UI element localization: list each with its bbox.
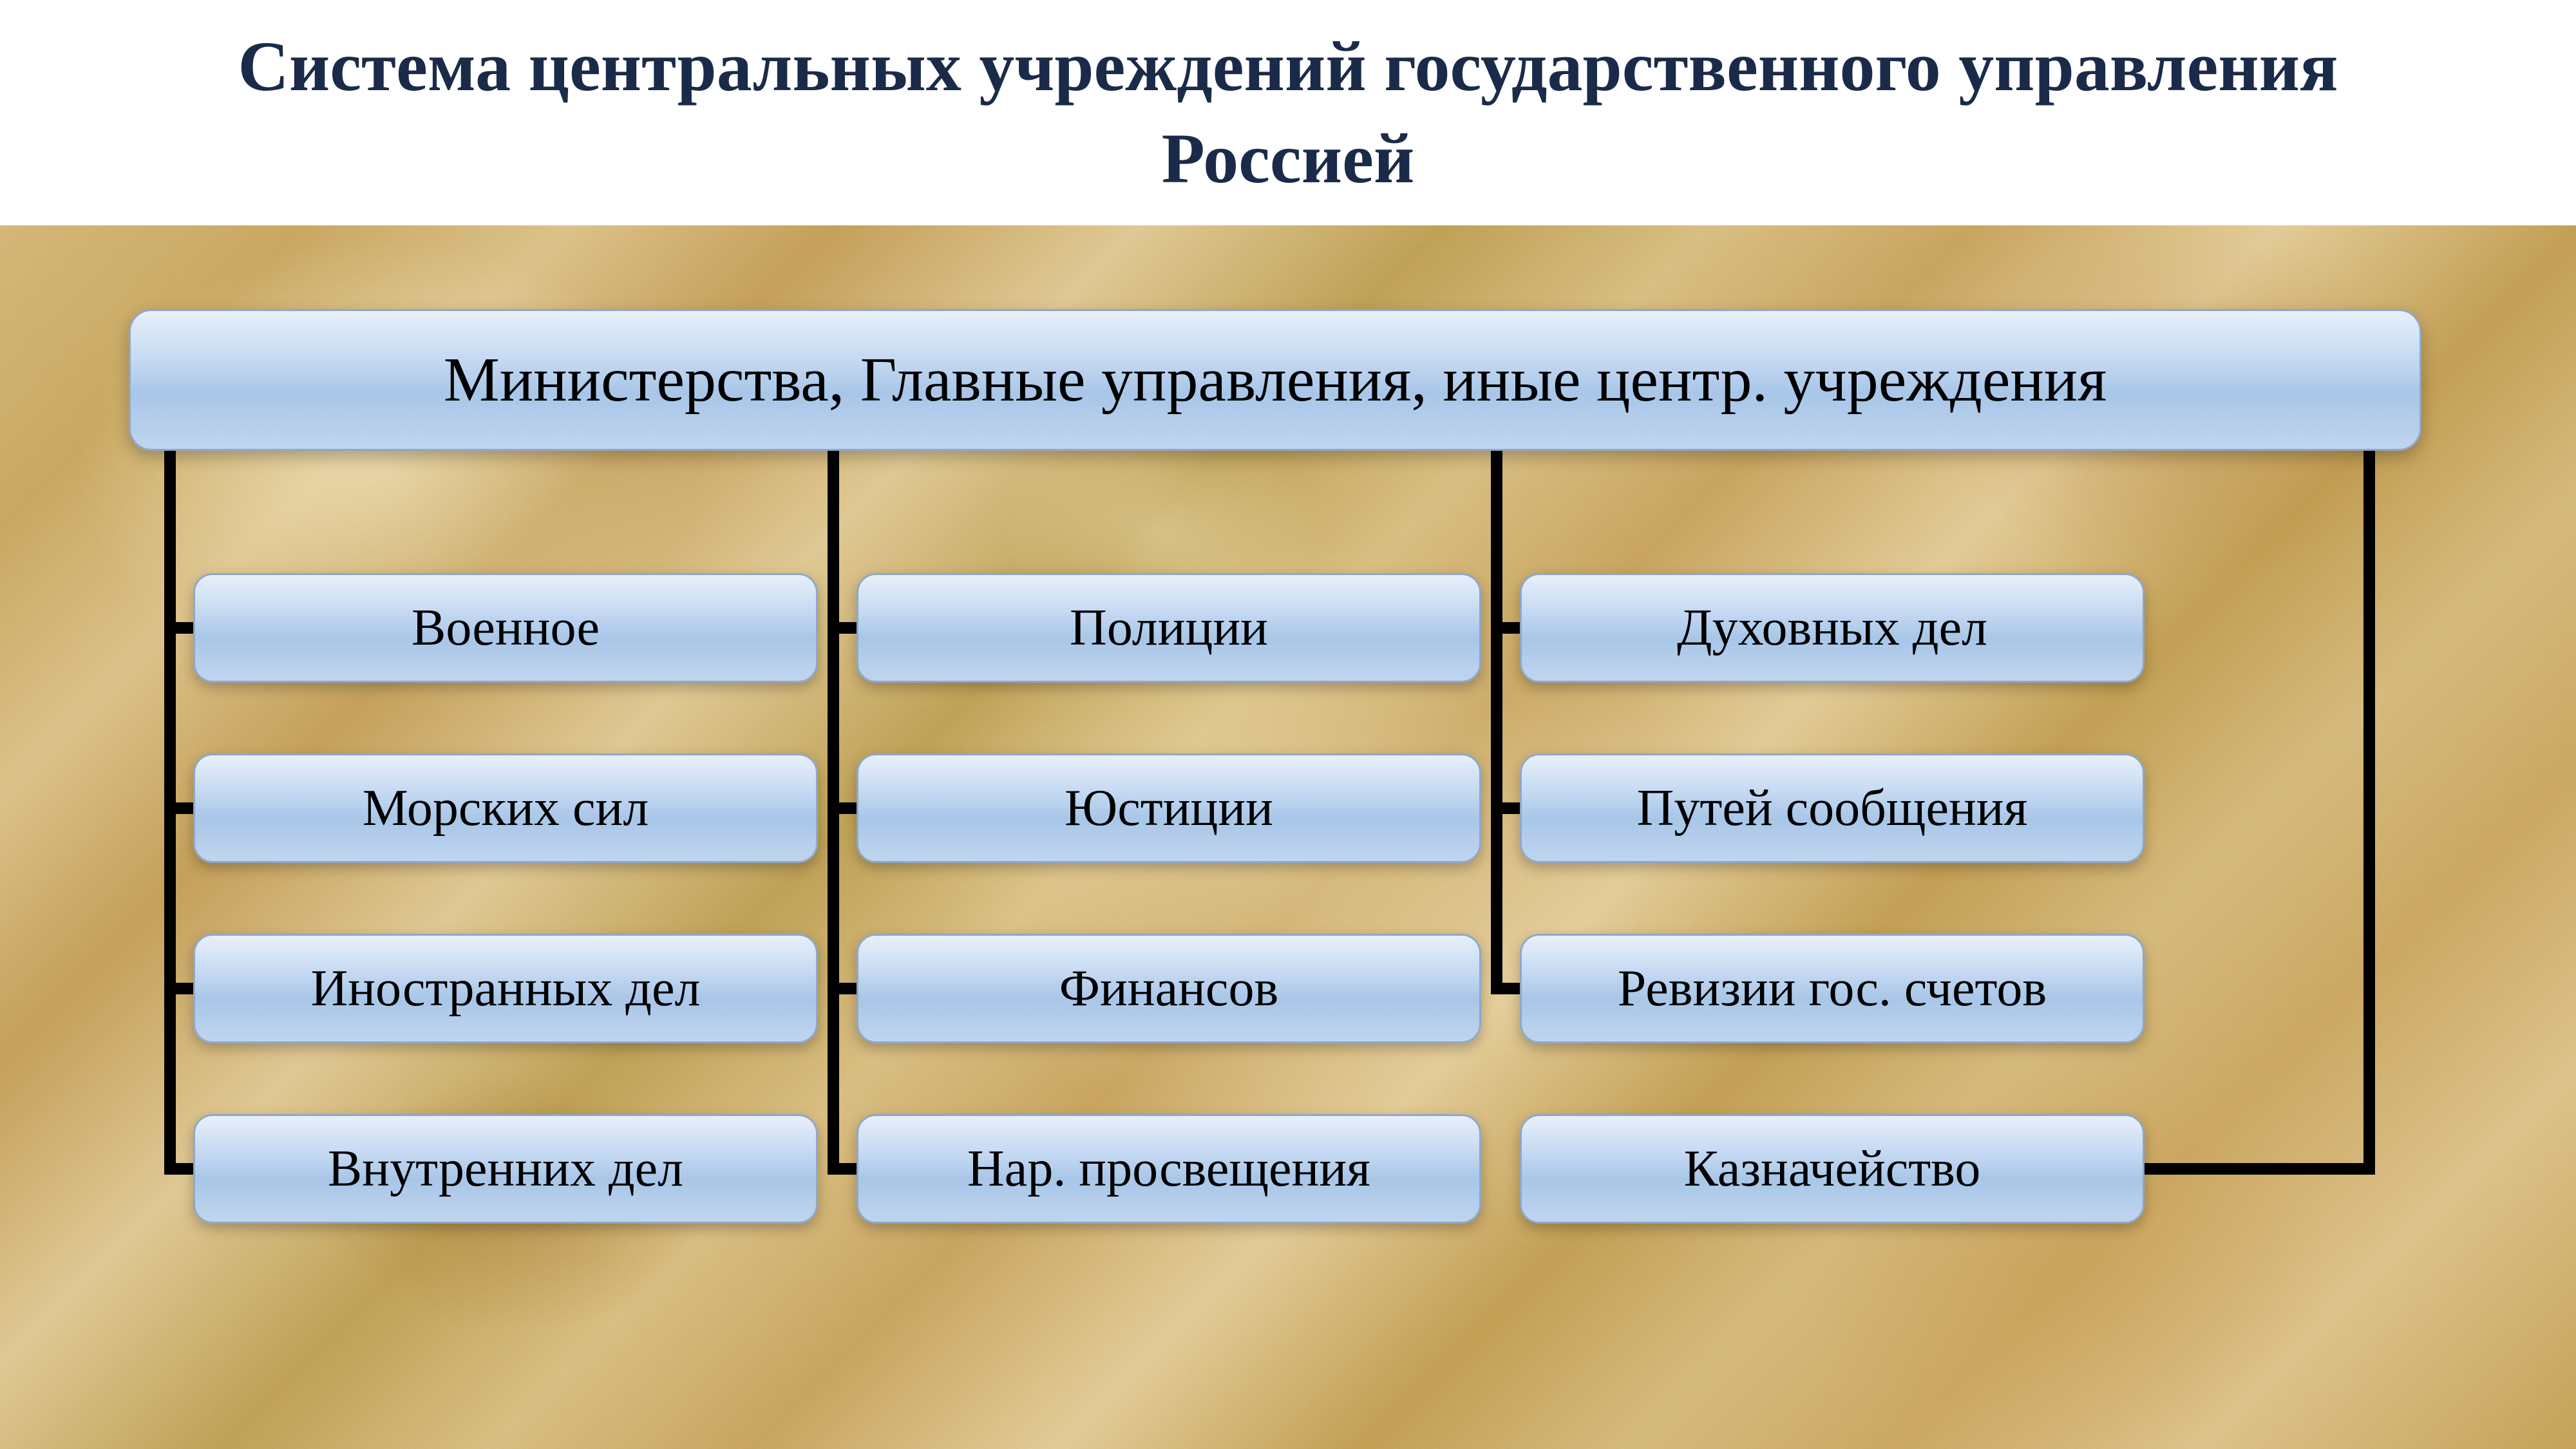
child-node: Нар. просвещения (857, 1114, 1481, 1224)
child-node-label: Духовных дел (1677, 599, 1987, 658)
child-node: Полиции (857, 573, 1481, 683)
child-node: Морских сил (193, 753, 818, 863)
child-node-label: Путей сообщения (1637, 779, 2028, 838)
child-node-label: Нар. просвещения (967, 1140, 1370, 1198)
connector-branch-c3r2 (1491, 802, 1523, 814)
connector-trunk-col3 (1491, 451, 1502, 989)
child-node: Казначейство (1520, 1114, 2145, 1224)
diagram-area: Министерства, Главные управления, иные ц… (0, 225, 2576, 1449)
child-node: Ревизии гос. счетов (1520, 934, 2145, 1043)
root-node: Министерства, Главные управления, иные ц… (129, 309, 2421, 451)
child-node-label: Ревизии гос. счетов (1618, 960, 2047, 1018)
page-title: Система центральных учреждений государст… (129, 21, 2447, 205)
connector-right-branch (2145, 1163, 2375, 1175)
connector-right-rail (2363, 451, 2375, 1175)
child-node-label: Казначейство (1684, 1140, 1981, 1198)
connector-branch-c1r4 (164, 1163, 196, 1175)
root-node-label: Министерства, Главные управления, иные ц… (444, 344, 2107, 416)
child-node: Финансов (857, 934, 1481, 1043)
connector-branch-c3r1 (1491, 622, 1523, 634)
connector-branch-c2r3 (828, 983, 860, 994)
child-node-label: Финансов (1059, 960, 1278, 1018)
connector-branch-c2r2 (828, 802, 860, 814)
connector-branch-c2r4 (828, 1163, 860, 1175)
child-node: Внутренних дел (193, 1114, 818, 1224)
child-node: Юстиции (857, 753, 1481, 863)
child-node-label: Внутренних дел (328, 1140, 683, 1198)
child-node-label: Военное (412, 599, 600, 658)
connector-branch-c3r3 (1491, 983, 1523, 994)
connector-branch-c2r1 (828, 622, 860, 634)
child-node: Духовных дел (1520, 573, 2145, 683)
connector-branch-c1r2 (164, 802, 196, 814)
child-node-label: Морских сил (363, 779, 649, 838)
child-node-label: Полиции (1070, 599, 1268, 658)
child-node: Военное (193, 573, 818, 683)
connector-branch-c1r3 (164, 983, 196, 994)
connector-branch-c1r1 (164, 622, 196, 634)
child-node: Путей сообщения (1520, 753, 2145, 863)
child-node: Иностранных дел (193, 934, 818, 1043)
title-area: Система центральных учреждений государст… (0, 0, 2576, 225)
child-node-label: Иностранных дел (310, 960, 700, 1018)
child-node-label: Юстиции (1065, 779, 1273, 838)
